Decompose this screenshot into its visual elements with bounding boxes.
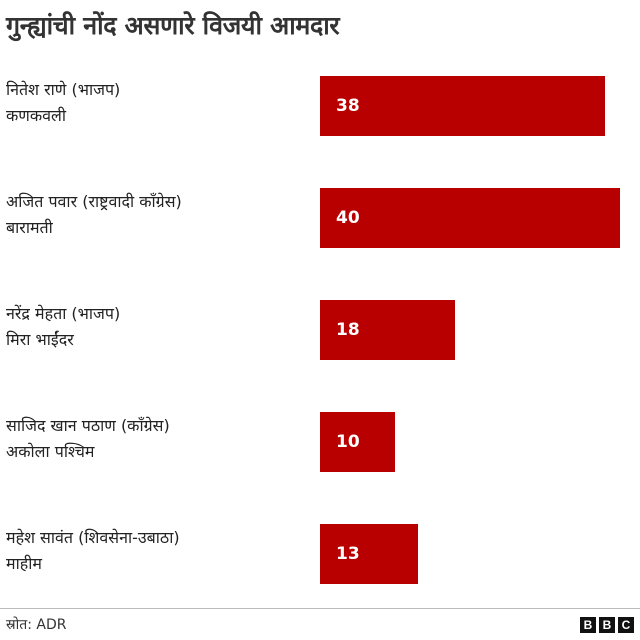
bar: [320, 412, 395, 472]
source-label: स्रोत: ADR: [6, 617, 67, 633]
bar-value-label: 10: [336, 432, 360, 452]
chart-title: गुन्ह्यांची नोंद असणारे विजयी आमदार: [6, 11, 340, 40]
row-label-constituency: कणकवली: [6, 106, 67, 125]
bar-value-label: 38: [336, 96, 360, 116]
bar: [320, 524, 418, 584]
row-label-constituency: माहीम: [6, 554, 42, 573]
bbc-logo-block: B: [599, 617, 615, 633]
bar: [320, 76, 605, 136]
bar-value-label: 40: [336, 208, 360, 228]
bar-value-label: 18: [336, 320, 360, 340]
row-label-name: नरेंद्र मेहता (भाजप): [6, 304, 121, 323]
row-label-constituency: बारामती: [6, 218, 53, 237]
row-label-name: साजिद खान पठाण (काँग्रेस): [6, 416, 170, 435]
row-label-name: अजित पवार (राष्ट्रवादी काँग्रेस): [6, 192, 182, 211]
bbc-logo: B B C: [580, 617, 634, 633]
bar: [320, 300, 455, 360]
row-label-name: नितेश राणे (भाजप): [6, 80, 121, 99]
bbc-logo-block: C: [618, 617, 634, 633]
bar: [320, 188, 620, 248]
bbc-logo-block: B: [580, 617, 596, 633]
footer-divider: [0, 608, 640, 609]
bar-value-label: 13: [336, 544, 360, 564]
row-label-constituency: मिरा भाईंदर: [6, 330, 74, 349]
row-label-constituency: अकोला पश्चिम: [6, 442, 95, 461]
row-label-name: महेश सावंत (शिवसेना-उबाठा): [6, 528, 180, 547]
